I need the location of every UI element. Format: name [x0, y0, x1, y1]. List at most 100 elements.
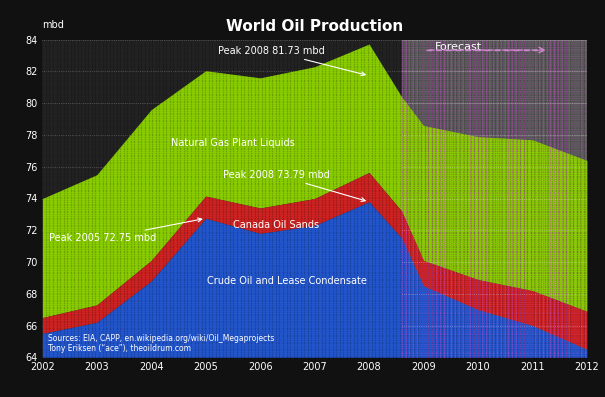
Point [101, 272, 111, 278]
Point [328, 127, 338, 133]
Point [208, 104, 217, 111]
Point [66, 101, 76, 107]
Point [519, 195, 529, 202]
Point [229, 244, 238, 251]
Point [508, 251, 518, 257]
Point [313, 169, 323, 175]
Point [564, 177, 574, 183]
Point [137, 239, 146, 245]
Point [501, 146, 511, 152]
Point [427, 350, 437, 357]
Point [289, 318, 298, 324]
Point [483, 338, 493, 345]
Point [91, 127, 100, 133]
Point [154, 335, 164, 341]
Point [332, 214, 341, 221]
Point [218, 225, 227, 231]
Point [200, 104, 210, 111]
Point [473, 127, 483, 133]
Point [229, 337, 238, 343]
Point [431, 135, 441, 141]
Point [367, 284, 376, 291]
Point [243, 268, 252, 275]
Point [483, 202, 493, 208]
Point [303, 52, 313, 58]
Point [140, 276, 150, 282]
Point [183, 302, 192, 308]
Point [416, 166, 426, 172]
Point [197, 118, 206, 125]
Point [55, 155, 65, 161]
Point [261, 56, 270, 62]
Point [575, 52, 585, 58]
Point [572, 350, 582, 357]
Point [462, 139, 471, 145]
Point [278, 52, 288, 58]
Point [530, 72, 540, 79]
Point [332, 41, 341, 48]
Point [193, 237, 203, 243]
Point [526, 318, 535, 324]
Point [204, 328, 214, 334]
Point [51, 248, 61, 254]
Point [549, 49, 559, 56]
Point [488, 242, 498, 248]
Point [572, 235, 581, 242]
Point [38, 284, 47, 291]
Point [321, 150, 330, 156]
Point [487, 265, 497, 272]
Point [38, 117, 47, 123]
Point [55, 291, 65, 298]
Point [544, 41, 554, 48]
Point [62, 118, 72, 125]
Point [443, 181, 453, 187]
Point [221, 192, 231, 198]
Point [253, 145, 263, 151]
Point [430, 134, 440, 141]
Point [544, 137, 554, 144]
Point [480, 227, 489, 233]
Point [116, 187, 125, 193]
Point [473, 318, 483, 324]
Point [544, 277, 554, 283]
Point [137, 169, 146, 175]
Point [264, 228, 273, 235]
Point [349, 155, 359, 161]
Point [208, 298, 217, 304]
Point [359, 192, 369, 198]
Point [101, 324, 111, 331]
Point [48, 333, 58, 339]
Point [515, 51, 525, 58]
Point [76, 94, 86, 100]
Point [359, 293, 369, 299]
Point [183, 89, 192, 95]
Point [317, 312, 327, 318]
Point [381, 38, 390, 44]
Point [211, 263, 221, 270]
Point [441, 331, 451, 338]
Point [129, 319, 139, 326]
Point [388, 207, 397, 214]
Point [165, 127, 175, 133]
Point [450, 162, 460, 168]
Point [175, 123, 185, 130]
Point [445, 54, 454, 60]
Point [356, 117, 366, 123]
Point [480, 244, 489, 251]
Point [496, 146, 506, 153]
Point [512, 120, 522, 126]
Point [558, 136, 567, 142]
Point [523, 207, 532, 214]
Point [412, 326, 422, 332]
Point [204, 54, 214, 60]
Point [388, 89, 397, 95]
Point [515, 99, 525, 106]
Point [48, 195, 58, 202]
Point [576, 304, 586, 311]
Point [515, 308, 525, 315]
Point [530, 53, 540, 60]
Point [534, 38, 544, 44]
Point [446, 202, 456, 208]
Point [275, 213, 284, 219]
Point [519, 267, 529, 273]
